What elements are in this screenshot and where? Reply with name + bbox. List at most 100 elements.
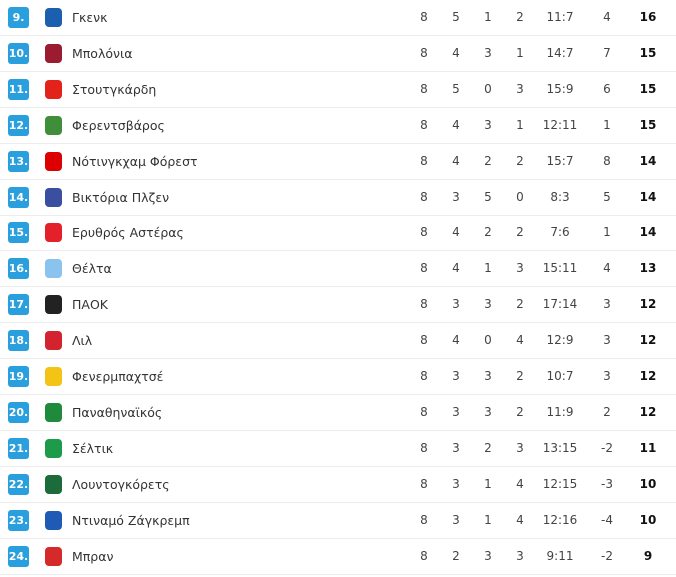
cell-p: 8	[420, 10, 428, 24]
team-name[interactable]: ΠΑΟΚ	[72, 297, 108, 313]
cell-d: 3	[484, 369, 492, 383]
cell-diff: 4	[603, 10, 611, 24]
cell-p: 8	[420, 261, 428, 276]
table-row[interactable]: 18. Λιλ 8 4 0 4 12:9 3 12	[0, 323, 676, 360]
table-row[interactable]: 15. Ερυθρός Αστέρας 8 4 2 2 7:6 1 14	[0, 215, 676, 252]
team-name[interactable]: Στουτγκάρδη	[72, 81, 157, 97]
cell-goals: 15:9	[546, 81, 574, 96]
cell-l: 2	[516, 369, 524, 383]
cell-goals: 12:16	[542, 512, 578, 527]
cell-pts: 14	[639, 153, 657, 168]
position-badge: 19.	[8, 366, 29, 387]
cell-pts: 11	[639, 440, 657, 455]
cell-p: 8	[420, 81, 428, 96]
cell-d: 1	[484, 10, 492, 24]
table-row[interactable]: 21. Σέλτικ 8 3 2 3 13:15 -2 11	[0, 431, 676, 467]
cell-diff: 8	[603, 153, 611, 168]
position-badge: 20.	[8, 401, 29, 423]
team-name[interactable]: Παναθηναϊκός	[72, 404, 163, 420]
team-name[interactable]: Νότινγκχαμ Φόρεστ	[72, 153, 198, 169]
celta-logo	[45, 259, 62, 279]
cell-d: 3	[484, 297, 492, 312]
cell-pts: 12	[639, 297, 657, 312]
cell-p: 8	[420, 369, 428, 383]
fenerbahce-logo	[45, 367, 62, 386]
cell-d: 0	[484, 333, 492, 348]
nottingham-forest-logo	[45, 151, 62, 171]
cell-pts: 15	[639, 45, 657, 60]
table-row[interactable]: 16. Θέλτα 8 4 1 3 15:11 4 13	[0, 251, 676, 288]
cell-diff: 3	[603, 297, 611, 312]
cell-p: 8	[420, 476, 428, 491]
viktoria-plzen-logo	[45, 187, 62, 207]
table-row[interactable]: 24. Μπραν 8 2 3 3 9:11 -2 9	[0, 539, 676, 575]
cell-w: 5	[452, 10, 460, 24]
cell-w: 3	[452, 512, 460, 527]
celtic-logo	[45, 438, 62, 458]
table-row[interactable]: 13. Νότινγκχαμ Φόρεστ 8 4 2 2 15:7 8 14	[0, 144, 676, 180]
cell-p: 8	[420, 153, 428, 168]
ludogorets-logo	[45, 474, 62, 494]
table-row[interactable]: 23. Ντιναμό Ζάγκρεμπ 8 3 1 4 12:16 -4 10	[0, 503, 676, 539]
team-name[interactable]: Μπολόνια	[72, 45, 133, 61]
table-row[interactable]: 19. Φενερμπαχτσέ 8 3 3 2 10:7 3 12	[0, 359, 676, 395]
cell-w: 5	[452, 81, 460, 96]
cell-w: 3	[452, 476, 460, 491]
cell-pts: 9	[643, 548, 653, 563]
table-row[interactable]: 20. Παναθηναϊκός 8 3 3 2 11:9 2 12	[0, 395, 676, 431]
position-badge: 14.	[8, 186, 29, 208]
cell-goals: 15:7	[546, 153, 574, 168]
cell-w: 4	[452, 333, 460, 348]
ferencvaros-logo	[45, 115, 62, 135]
cell-w: 2	[452, 548, 460, 563]
cell-p: 8	[420, 548, 428, 563]
cell-w: 3	[452, 297, 460, 312]
table-row[interactable]: 12. Φερεντσβάρος 8 4 3 1 12:11 1 15	[0, 108, 676, 144]
cell-d: 2	[484, 440, 492, 455]
table-row[interactable]: 17. ΠΑΟΚ 8 3 3 2 17:14 3 12	[0, 287, 676, 324]
team-name[interactable]: Μπραν	[72, 548, 114, 564]
team-name[interactable]: Θέλτα	[72, 261, 112, 277]
cell-diff: 3	[603, 369, 611, 383]
table-row[interactable]: 14. Βικτόρια Πλζεν 8 3 5 0 8:3 5 14	[0, 180, 676, 216]
cell-goals: 12:9	[546, 333, 574, 348]
position-badge: 21.	[8, 437, 29, 459]
cell-l: 3	[516, 440, 524, 455]
table-row[interactable]: 10. Μπολόνια 8 4 3 1 14:7 7 15	[0, 36, 676, 72]
cell-d: 1	[484, 512, 492, 527]
team-name[interactable]: Λιλ	[72, 333, 93, 349]
team-name[interactable]: Φενερμπαχτσέ	[72, 369, 164, 384]
cell-goals: 13:15	[542, 440, 578, 455]
cell-pts: 14	[639, 225, 657, 240]
cell-diff: -2	[601, 548, 613, 563]
table-row[interactable]: 22. Λουντογκόρετς 8 3 1 4 12:15 -3 10	[0, 467, 676, 503]
cell-goals: 14:7	[546, 45, 574, 60]
table-row[interactable]: 11. Στουτγκάρδη 8 5 0 3 15:9 6 15	[0, 72, 676, 108]
cell-l: 4	[516, 512, 524, 527]
dinamo-zagreb-logo	[45, 510, 62, 530]
team-name[interactable]: Λουντογκόρετς	[72, 476, 170, 492]
cell-goals: 12:15	[542, 476, 578, 491]
cell-pts: 14	[639, 189, 657, 204]
cell-goals: 10:7	[546, 369, 574, 383]
position-badge: 12.	[8, 114, 29, 136]
team-name[interactable]: Σέλτικ	[72, 440, 114, 456]
team-name[interactable]: Ντιναμό Ζάγκρεμπ	[72, 512, 190, 528]
cell-pts: 12	[639, 404, 657, 419]
position-badge: 15.	[8, 222, 29, 244]
cell-w: 4	[452, 261, 460, 276]
cell-diff: 1	[603, 117, 611, 132]
position-badge: 18.	[8, 330, 29, 352]
cell-w: 3	[452, 369, 460, 383]
panathinaikos-logo	[45, 402, 62, 422]
cell-l: 1	[516, 45, 524, 60]
team-name[interactable]: Φερεντσβάρος	[72, 117, 165, 133]
team-name[interactable]: Βικτόρια Πλζεν	[72, 189, 170, 205]
table-row[interactable]: 9. Γκενκ 8 5 1 2 11:7 4 16	[0, 0, 676, 36]
team-name[interactable]: Ερυθρός Αστέρας	[72, 225, 184, 241]
cell-pts: 10	[639, 476, 657, 491]
position-badge: 13.	[8, 150, 29, 172]
cell-w: 3	[452, 189, 460, 204]
cell-diff: 1	[603, 225, 611, 240]
team-name[interactable]: Γκενκ	[72, 10, 108, 25]
